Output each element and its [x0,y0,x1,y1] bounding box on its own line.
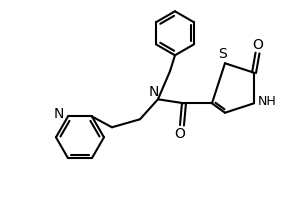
Text: S: S [219,47,227,61]
Text: NH: NH [258,95,276,108]
Text: O: O [252,38,263,52]
Text: N: N [54,107,64,121]
Text: O: O [175,127,185,141]
Text: N: N [149,85,159,99]
